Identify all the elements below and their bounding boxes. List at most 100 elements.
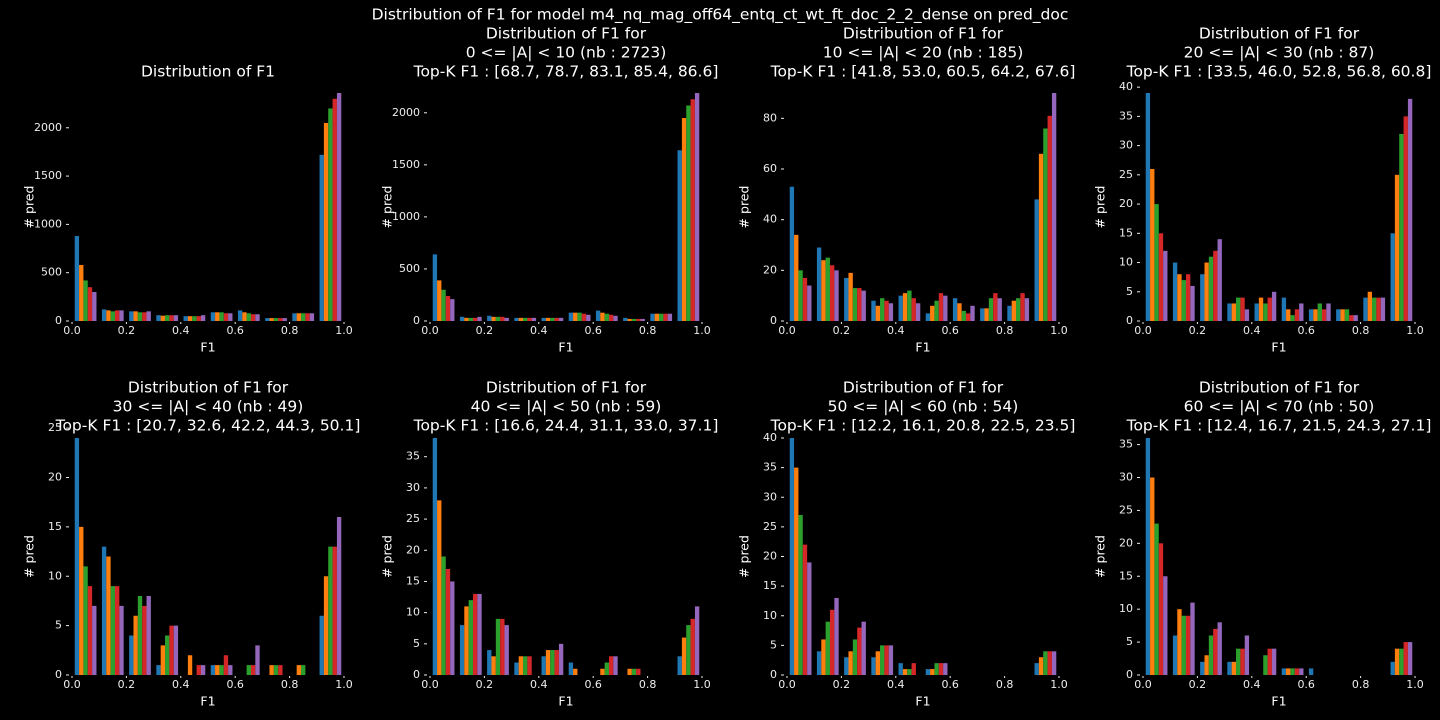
bar [861, 290, 866, 321]
bar [92, 292, 97, 321]
y-tick-label: 30 [406, 481, 420, 494]
bar [336, 517, 342, 675]
bar [961, 310, 966, 321]
bar [595, 310, 601, 321]
bar [1344, 309, 1350, 321]
bar [1213, 628, 1218, 675]
y-tick-label: 30 [1119, 139, 1133, 152]
y-tick-label: 25 [1119, 168, 1133, 181]
bar [319, 615, 324, 675]
bar [1394, 174, 1400, 321]
bar [997, 298, 1002, 321]
bar [930, 305, 935, 321]
bar [432, 254, 438, 321]
bar [1158, 543, 1164, 675]
bar [1016, 298, 1021, 321]
bar [829, 609, 835, 675]
bar [1145, 93, 1151, 321]
y-tick-label: 5 [770, 638, 777, 651]
y-tick-label: 2000 [34, 121, 62, 134]
y-tick-label: 5 [55, 619, 62, 632]
x-tick-label: 1.0 [1406, 324, 1424, 337]
bar [608, 314, 614, 321]
bar [101, 309, 107, 321]
x-tick-label: 0.0 [63, 678, 81, 691]
x-tick-label: 0.0 [778, 324, 796, 337]
bar [934, 663, 939, 675]
bar [1340, 309, 1345, 321]
y-tick-label: 1500 [34, 169, 62, 182]
bar [146, 596, 151, 675]
y-axis-label: # pred [737, 186, 752, 229]
bar [1281, 668, 1287, 675]
x-tick-label: 0.4 [530, 678, 548, 691]
bar [1244, 309, 1250, 321]
bar [255, 314, 260, 321]
bar [694, 93, 700, 321]
bar [319, 154, 324, 321]
bar [1394, 648, 1400, 675]
x-tick-label: 0.0 [778, 678, 796, 691]
bar [807, 285, 812, 321]
bar [464, 606, 469, 675]
y-tick-label: 80 [763, 111, 777, 124]
y-tick-label: 25 [406, 512, 420, 525]
bar [165, 315, 170, 321]
y-tick-label: 15 [763, 579, 777, 592]
bar [871, 657, 876, 675]
bar [1308, 668, 1314, 675]
x-tick-label: 0.0 [63, 324, 81, 337]
bar [1349, 315, 1354, 321]
y-tick-label: 35 [1119, 109, 1133, 122]
bar [169, 315, 174, 321]
bar [794, 234, 799, 321]
bar [1145, 438, 1151, 675]
bar [844, 277, 849, 321]
bar [491, 316, 496, 321]
bar [1240, 648, 1245, 675]
y-tick-label: 0 [770, 314, 777, 327]
bar [600, 312, 605, 321]
bar [789, 438, 795, 675]
x-tick-label: 0.4 [530, 324, 548, 337]
bar [1020, 293, 1025, 321]
x-tick-label: 0.4 [1243, 678, 1261, 691]
bar [92, 605, 97, 675]
x-tick-label: 0.6 [1297, 324, 1315, 337]
bar [861, 621, 866, 675]
bar [196, 316, 201, 321]
subplot: Distribution of F1 0 500 1000 1500 2000 0.0 0.2… [22, 63, 353, 355]
bar [568, 662, 574, 675]
bar [848, 272, 853, 321]
bar [852, 288, 858, 321]
bar [523, 317, 528, 321]
bar [445, 296, 451, 321]
bar [441, 289, 446, 321]
bar [1286, 309, 1291, 321]
y-tick-label: 40 [763, 431, 777, 444]
bar [79, 526, 84, 675]
y-tick-label: 5 [413, 637, 420, 650]
bar [1299, 668, 1304, 675]
bar [133, 311, 138, 321]
subplot-title: Top-K F1 : [68.7, 78.7, 83.1, 85.4, 86.6… [413, 63, 719, 81]
bar [1376, 297, 1381, 321]
bar [114, 310, 120, 321]
bar [907, 290, 912, 321]
bar [888, 645, 894, 675]
bar [1267, 297, 1272, 321]
x-axis-label: F1 [200, 340, 215, 355]
bar [200, 665, 206, 675]
x-tick-label: 0.4 [887, 678, 905, 691]
bar [1034, 663, 1039, 675]
x-tick-label: 0.6 [584, 324, 602, 337]
bar [196, 665, 201, 675]
bar [623, 317, 628, 321]
bar [1236, 297, 1241, 321]
bar [911, 663, 916, 675]
x-tick-label: 0.8 [1352, 678, 1370, 691]
bar [802, 544, 808, 675]
subplot-title: Distribution of F1 for [1199, 25, 1360, 43]
bar [500, 316, 505, 321]
bar [957, 303, 962, 321]
